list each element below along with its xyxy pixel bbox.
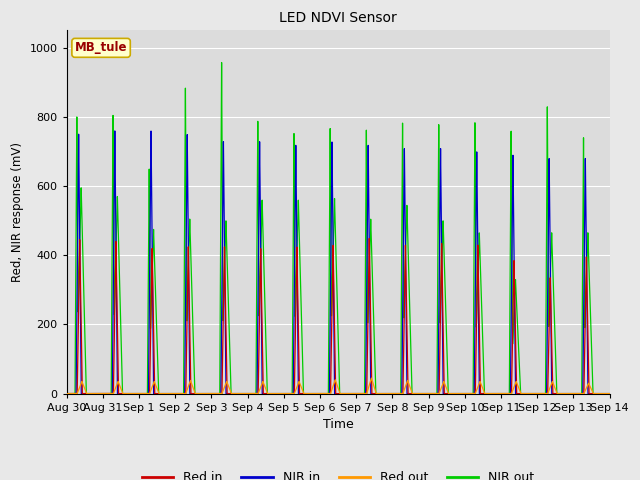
X-axis label: Time: Time xyxy=(323,418,353,431)
Legend: Red in, NIR in, Red out, NIR out: Red in, NIR in, Red out, NIR out xyxy=(137,466,540,480)
Y-axis label: Red, NIR response (mV): Red, NIR response (mV) xyxy=(11,142,24,282)
Text: MB_tule: MB_tule xyxy=(75,41,127,54)
Title: LED NDVI Sensor: LED NDVI Sensor xyxy=(279,11,397,25)
